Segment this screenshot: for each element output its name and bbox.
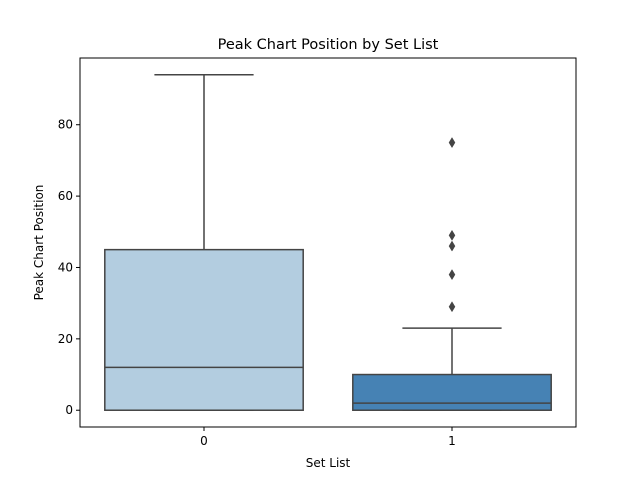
box-group-0 <box>104 74 304 411</box>
plot-area <box>104 74 552 411</box>
chart-title: Peak Chart Position by Set List <box>218 37 439 53</box>
outlier-point <box>448 269 456 281</box>
y-tick-label: 40 <box>58 260 73 274</box>
x-tick-label: 0 <box>200 434 208 448</box>
box <box>104 248 304 411</box>
x-axis-label: Set List <box>306 456 351 470</box>
y-axis-label: Peak Chart Position <box>32 185 46 301</box>
y-axis: 0 20 40 60 80 <box>58 118 80 417</box>
axes-frame <box>79 57 577 428</box>
outlier-point <box>448 137 456 149</box>
outlier-point <box>448 301 456 313</box>
y-tick-label: 0 <box>65 403 73 417</box>
outlier-point <box>448 229 456 241</box>
y-tick-label: 20 <box>58 332 73 346</box>
y-tick-label: 80 <box>58 118 73 132</box>
x-tick-label: 1 <box>448 434 456 448</box>
y-tick-label: 60 <box>58 189 73 203</box>
outlier-point <box>448 240 456 252</box>
box-group-1 <box>352 137 552 411</box>
box <box>352 373 552 411</box>
